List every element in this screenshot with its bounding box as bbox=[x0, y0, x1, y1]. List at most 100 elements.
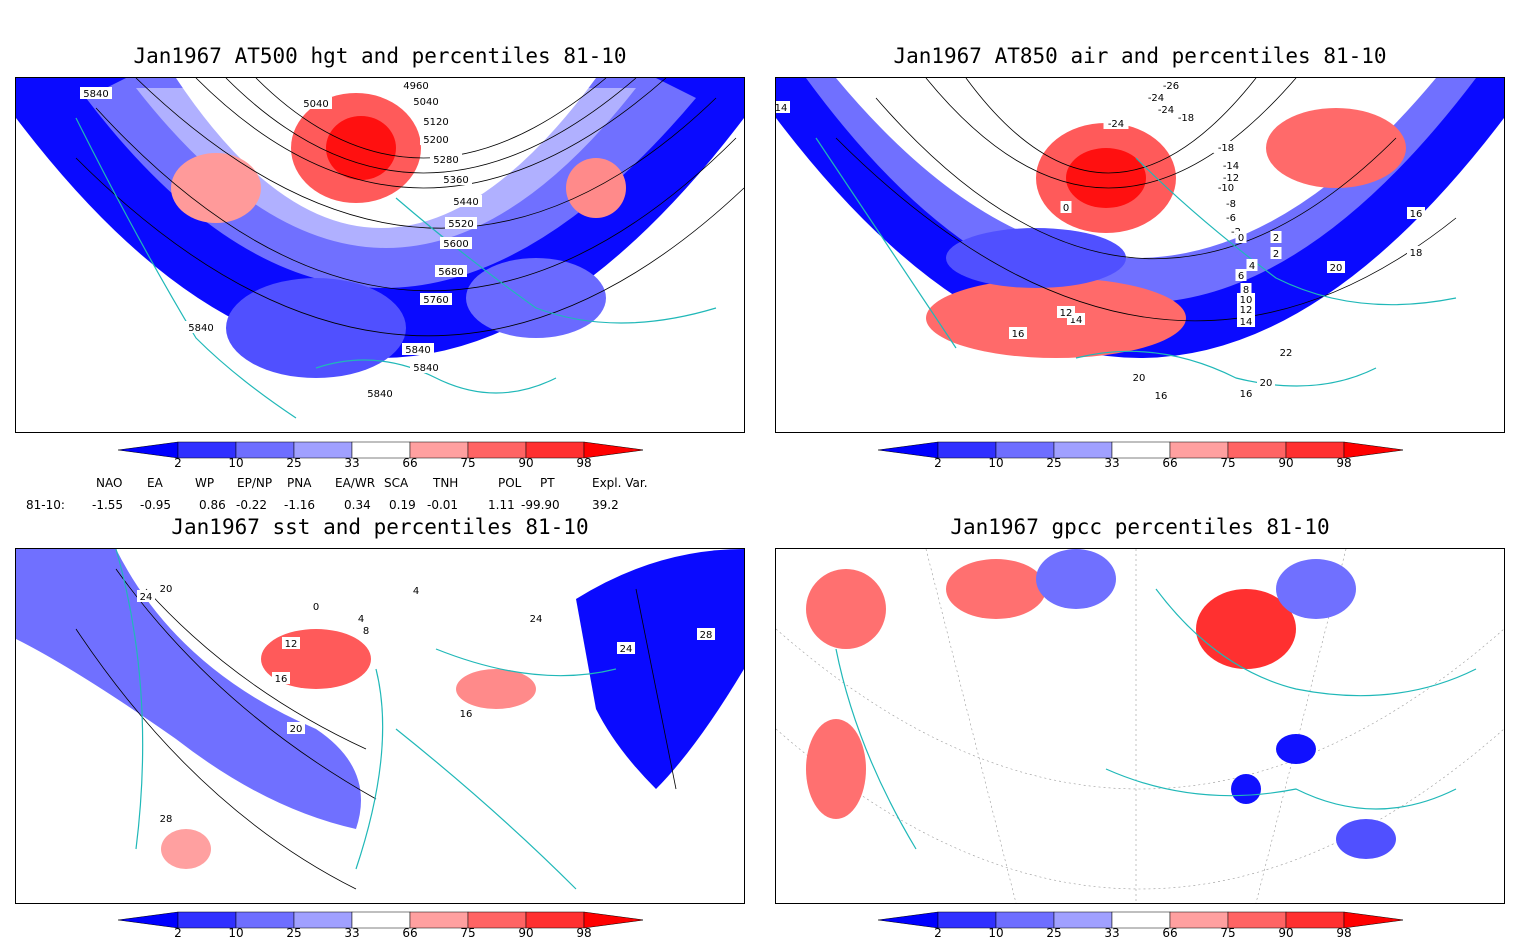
colorbar-segment bbox=[467, 441, 527, 459]
contour-label-box bbox=[410, 95, 442, 107]
contour-label-box bbox=[282, 637, 300, 649]
contour-label-box bbox=[1237, 387, 1255, 399]
colorbar-segment bbox=[1227, 911, 1287, 929]
coastline bbox=[835, 588, 1477, 850]
colorbar-segment bbox=[1169, 441, 1229, 459]
value-pt: -99.90 bbox=[521, 498, 560, 512]
contour-label-box bbox=[364, 387, 396, 399]
value-pol: 1.11 bbox=[488, 498, 515, 512]
colorbar-arrow-high bbox=[583, 441, 645, 459]
colorbar-tick-label: 25 bbox=[286, 456, 302, 470]
colorbar-segment bbox=[293, 441, 353, 459]
contour-label-box bbox=[137, 590, 155, 602]
contour-label: 20 bbox=[160, 584, 173, 595]
colorbar-tick-label: 90 bbox=[1278, 926, 1294, 940]
map-panel-hgt: 4960 5040 5040 5120 5200 5280 5360 5440 5520 5600… bbox=[15, 77, 745, 433]
colorbar-tick-label: 75 bbox=[1220, 456, 1236, 470]
contour-label: 14 bbox=[776, 103, 787, 114]
contour-label: 5600 bbox=[443, 239, 468, 250]
colorbar-segment bbox=[1111, 911, 1171, 929]
contour-label-box bbox=[1237, 303, 1255, 315]
header-pol: POL bbox=[498, 476, 522, 490]
teleconnection-values: 81-10: -1.55 -0.95 0.86 -0.22 -1.16 0.34… bbox=[0, 498, 700, 514]
coastline bbox=[815, 137, 1457, 387]
contour-label-box bbox=[310, 600, 322, 612]
colorbar-segment bbox=[467, 911, 527, 929]
coastline bbox=[115, 549, 617, 890]
colorbar-tick-label: 98 bbox=[576, 456, 592, 470]
contour-label: 8 bbox=[1243, 285, 1249, 296]
contour-label-box bbox=[360, 624, 372, 636]
contour-lines bbox=[835, 78, 1457, 322]
contour-label-box bbox=[287, 722, 305, 734]
contour-label: 2 bbox=[1273, 249, 1279, 260]
contour-label: -8 bbox=[1226, 199, 1236, 210]
contour-lines bbox=[75, 78, 744, 337]
contour-label: 5840 bbox=[405, 345, 430, 356]
colorbar-segment bbox=[351, 911, 411, 929]
contour-label: 5440 bbox=[453, 197, 478, 208]
contour-label-box bbox=[435, 265, 467, 277]
header-eawr: EA/WR bbox=[335, 476, 376, 490]
colorbar-tick-label: 66 bbox=[402, 456, 418, 470]
contour-label: 4960 bbox=[403, 81, 428, 92]
contour-label-box bbox=[1270, 247, 1282, 259]
blue-anomaly bbox=[576, 549, 744, 789]
colorbar-tick-label: 75 bbox=[1220, 926, 1236, 940]
contour-label: 28 bbox=[700, 630, 713, 641]
contour-label: 4 bbox=[1249, 261, 1255, 272]
colorbar-arrow-high bbox=[1343, 441, 1405, 459]
warm-anomaly bbox=[171, 153, 261, 223]
contour-label: 18 bbox=[1410, 248, 1423, 259]
contour-label: 5040 bbox=[413, 97, 438, 108]
contour-label-box bbox=[776, 101, 790, 113]
colorbar-bottom-right bbox=[877, 910, 1405, 930]
contour-label-box bbox=[1407, 246, 1425, 258]
header-tnh: TNH bbox=[433, 476, 459, 490]
colorbar-top-right bbox=[877, 440, 1405, 460]
blue-anomaly bbox=[946, 228, 1126, 288]
contour-label: 14 bbox=[1070, 315, 1083, 326]
colorbar-segment bbox=[525, 911, 585, 929]
contour-label-box bbox=[1277, 346, 1295, 358]
contour-label-box bbox=[1246, 259, 1258, 271]
contour-label-box bbox=[450, 195, 482, 207]
warm-core bbox=[1066, 148, 1146, 208]
header-sca: SCA bbox=[384, 476, 409, 490]
contour-label: 10 bbox=[1240, 295, 1253, 306]
contour-label-box bbox=[1143, 91, 1169, 103]
header-pt: PT bbox=[540, 476, 555, 490]
map-gpcc bbox=[776, 549, 1504, 903]
contour-label-box bbox=[1237, 315, 1255, 327]
contour-label-box bbox=[157, 812, 175, 824]
contour-label-box bbox=[1222, 211, 1240, 223]
colorbar-segment bbox=[1053, 441, 1113, 459]
blue-anomaly bbox=[16, 549, 361, 829]
contour-label: 5840 bbox=[413, 363, 438, 374]
panel-title-gpcc: Jan1967 gpcc percentiles 81-10 bbox=[950, 515, 1330, 539]
value-eawr: 0.34 bbox=[344, 498, 371, 512]
header-wp: WP bbox=[195, 476, 215, 490]
value-wp: 0.86 bbox=[199, 498, 226, 512]
contour-label-box bbox=[440, 237, 472, 249]
contour-label: -18 bbox=[1218, 143, 1234, 154]
colorbar-segment bbox=[1227, 441, 1287, 459]
colorbar-segment bbox=[995, 441, 1055, 459]
value-nao: -1.55 bbox=[92, 498, 124, 512]
colorbar-tick-label: 33 bbox=[1104, 926, 1120, 940]
contour-label: -6 bbox=[1226, 213, 1236, 224]
contour-label: 24 bbox=[620, 644, 633, 655]
contour-label-box bbox=[1009, 327, 1027, 339]
contour-label-box bbox=[697, 628, 715, 640]
contour-label-box bbox=[1153, 103, 1179, 115]
contour-label-box bbox=[1173, 111, 1199, 123]
contour-label: 0 bbox=[1063, 203, 1069, 214]
contour-label-box bbox=[1237, 293, 1255, 305]
contour-label: 5120 bbox=[423, 117, 448, 128]
contour-label: 24 bbox=[530, 614, 543, 625]
warm-anomaly bbox=[1266, 108, 1406, 188]
colorbar-tick-label: 10 bbox=[228, 926, 244, 940]
colorbar-segment bbox=[937, 441, 997, 459]
contour-label-box bbox=[1240, 283, 1252, 295]
contour-label-box bbox=[457, 707, 475, 719]
